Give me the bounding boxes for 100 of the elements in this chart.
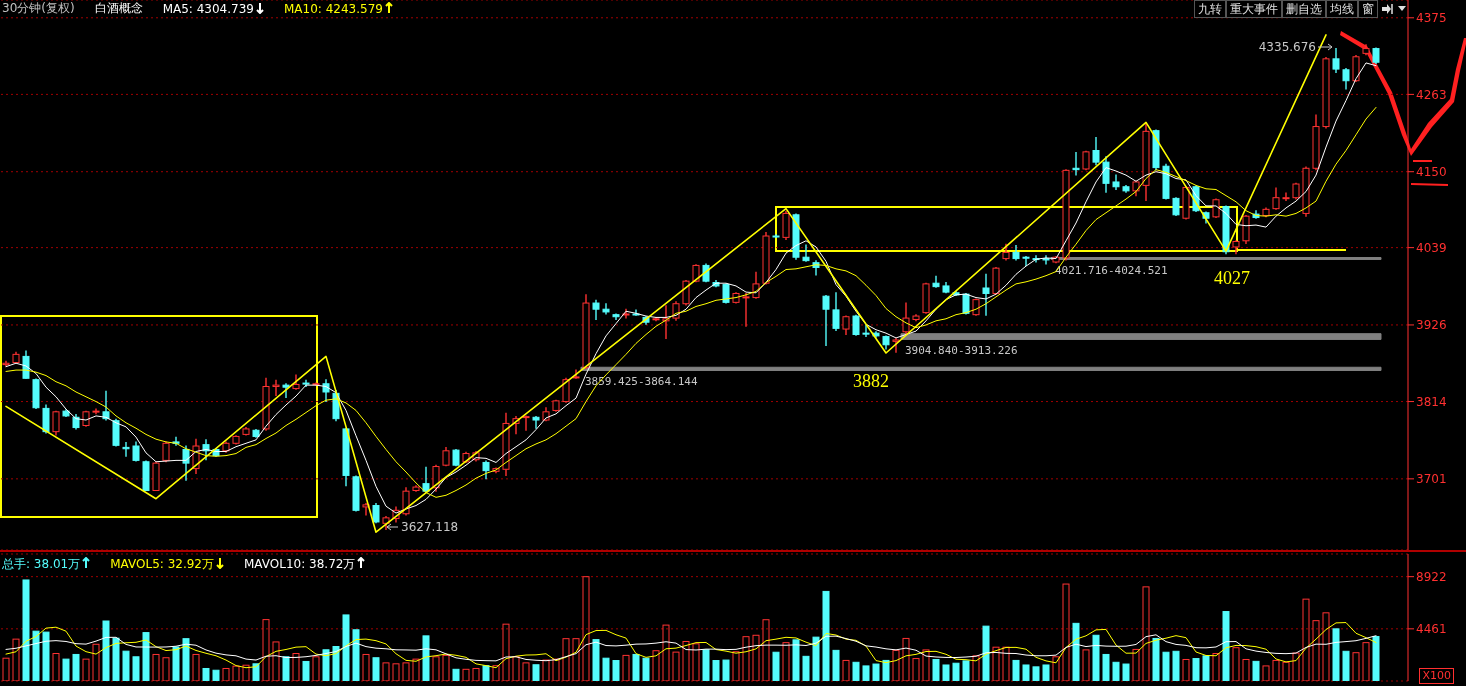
bar bbox=[92, 643, 100, 681]
bar bbox=[782, 642, 790, 681]
bar bbox=[272, 641, 280, 681]
bar bbox=[452, 668, 460, 681]
annotation: 删自选 bbox=[1282, 0, 1326, 18]
annotation: 重大事件 bbox=[1226, 0, 1282, 18]
bar bbox=[482, 665, 490, 681]
bar bbox=[802, 655, 810, 681]
candlestick bbox=[1092, 136, 1100, 167]
bar bbox=[372, 657, 380, 681]
bar bbox=[82, 658, 90, 681]
bar bbox=[912, 658, 920, 681]
bar bbox=[882, 659, 890, 681]
bar bbox=[502, 623, 510, 681]
candlestick bbox=[422, 466, 430, 494]
bar bbox=[592, 639, 600, 681]
bar bbox=[392, 663, 400, 681]
bar bbox=[622, 654, 630, 681]
bar bbox=[842, 659, 850, 681]
bar bbox=[492, 665, 500, 681]
bar bbox=[1022, 664, 1030, 681]
bar bbox=[742, 636, 750, 681]
bar bbox=[1242, 658, 1250, 681]
bar bbox=[942, 664, 950, 681]
bar bbox=[192, 653, 200, 681]
bar bbox=[1352, 652, 1360, 681]
candlestick bbox=[932, 275, 940, 289]
bar bbox=[22, 579, 30, 681]
bar bbox=[1012, 659, 1020, 681]
candlestick bbox=[272, 379, 280, 397]
bar bbox=[1092, 634, 1100, 681]
bar bbox=[102, 620, 110, 681]
bar bbox=[852, 661, 860, 681]
bar bbox=[1102, 653, 1110, 681]
bar bbox=[232, 665, 240, 681]
bar bbox=[812, 636, 820, 681]
bar bbox=[442, 654, 450, 681]
candlestick bbox=[682, 279, 690, 307]
bar bbox=[1362, 642, 1370, 681]
bar bbox=[382, 662, 390, 681]
bar bbox=[952, 662, 960, 681]
band-label: 3904.840-3913.226 bbox=[905, 344, 1018, 358]
candlestick bbox=[1332, 47, 1340, 74]
bar bbox=[572, 638, 580, 681]
bar bbox=[932, 658, 940, 681]
bar bbox=[292, 653, 300, 681]
bar bbox=[402, 662, 410, 681]
y-tick-label: 4461 bbox=[1416, 622, 1447, 637]
bar bbox=[1082, 649, 1090, 681]
annotation: 4027 bbox=[1214, 268, 1250, 288]
bar bbox=[1272, 659, 1280, 681]
bar bbox=[762, 619, 770, 681]
y-tick-label: 3701 bbox=[1416, 472, 1447, 487]
bar bbox=[1192, 658, 1200, 681]
candlestick bbox=[822, 294, 830, 347]
bar bbox=[432, 656, 440, 681]
bar bbox=[662, 624, 670, 681]
y-tick-label: 4150 bbox=[1416, 164, 1447, 179]
bar bbox=[1262, 665, 1270, 681]
bar bbox=[1152, 637, 1160, 681]
bar bbox=[1032, 666, 1040, 681]
bar bbox=[2, 657, 10, 681]
bar bbox=[972, 655, 980, 681]
bar bbox=[1342, 650, 1350, 681]
candlestick bbox=[1072, 151, 1080, 177]
bar bbox=[982, 625, 990, 681]
candlestick bbox=[132, 440, 140, 463]
legend-label: 总手: 38.01万 bbox=[2, 556, 82, 573]
bar bbox=[712, 660, 720, 681]
candlestick bbox=[1172, 196, 1180, 217]
bar bbox=[602, 657, 610, 681]
annotation: 3627.118 bbox=[401, 520, 459, 534]
annotation: 3882 bbox=[853, 371, 889, 391]
candlestick bbox=[42, 403, 50, 435]
y-tick-label: 4039 bbox=[1416, 240, 1447, 255]
bar bbox=[1052, 656, 1060, 681]
candlestick bbox=[52, 409, 60, 437]
bar bbox=[342, 614, 350, 681]
bar bbox=[692, 643, 700, 681]
bar bbox=[52, 653, 60, 681]
bar bbox=[162, 657, 170, 681]
annotation: 均线 bbox=[1326, 0, 1358, 18]
bar bbox=[902, 637, 910, 681]
bar bbox=[202, 667, 210, 681]
candlestick bbox=[1022, 255, 1030, 267]
candlestick bbox=[362, 502, 370, 517]
bar bbox=[1122, 663, 1130, 681]
bar bbox=[722, 659, 730, 681]
bar bbox=[1042, 664, 1050, 681]
y-tick-label: 8922 bbox=[1416, 569, 1447, 584]
bar bbox=[182, 638, 190, 681]
bar bbox=[152, 653, 160, 681]
annotation: 九转 bbox=[1194, 0, 1226, 18]
legend-label: MAVOL10: 38.72万 bbox=[244, 556, 357, 573]
bar bbox=[1162, 651, 1170, 681]
bar bbox=[172, 646, 180, 681]
bar bbox=[472, 667, 480, 681]
bar bbox=[552, 658, 560, 681]
bar bbox=[522, 662, 530, 681]
bar bbox=[362, 653, 370, 681]
